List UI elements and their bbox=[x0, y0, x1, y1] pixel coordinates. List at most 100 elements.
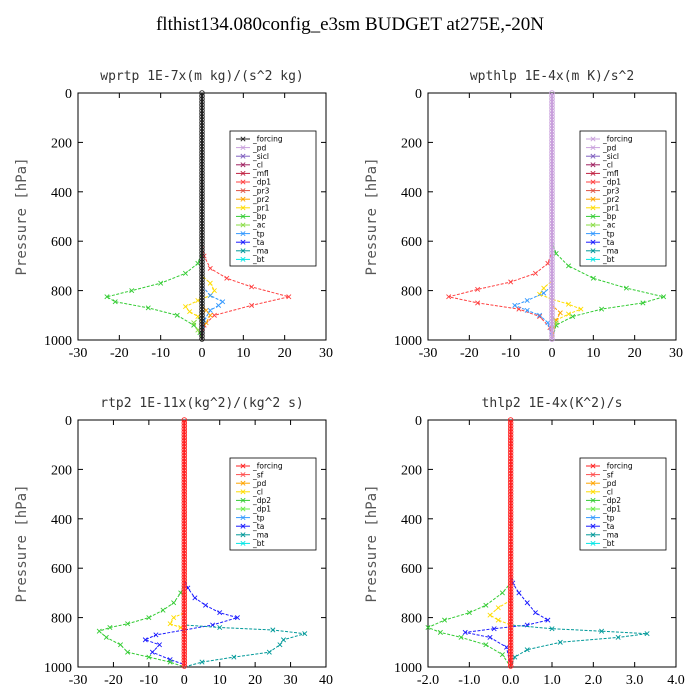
data-point bbox=[507, 660, 514, 666]
data-point bbox=[199, 119, 205, 126]
data-point bbox=[181, 526, 188, 533]
data-point bbox=[181, 518, 188, 524]
data-point bbox=[507, 526, 514, 533]
data-point bbox=[249, 284, 255, 290]
data-point bbox=[181, 574, 188, 580]
data-point bbox=[199, 300, 205, 307]
legend-item: _ma bbox=[252, 247, 269, 256]
data-point bbox=[590, 275, 596, 281]
data-point bbox=[549, 158, 555, 164]
data-point bbox=[425, 624, 431, 630]
data-point bbox=[199, 167, 205, 173]
data-point bbox=[590, 540, 596, 546]
data-point bbox=[599, 628, 605, 634]
data-point bbox=[199, 128, 205, 135]
x-tick-label: -2.0 bbox=[417, 673, 439, 688]
x-tick-label: 0 bbox=[549, 346, 556, 361]
data-point bbox=[549, 330, 555, 336]
data-point bbox=[549, 285, 555, 292]
data-point bbox=[199, 315, 205, 322]
data-point bbox=[142, 637, 148, 643]
data-point bbox=[507, 654, 514, 660]
data-point bbox=[181, 663, 188, 669]
data-point bbox=[549, 179, 555, 185]
data-point bbox=[549, 232, 555, 239]
legend-item: _dp1 bbox=[602, 505, 621, 514]
legend-item: _mfl bbox=[252, 169, 269, 178]
data-point bbox=[199, 211, 205, 218]
data-point bbox=[549, 315, 555, 322]
data-point bbox=[532, 610, 538, 616]
legend-item: _ta bbox=[602, 522, 614, 531]
data-point bbox=[507, 586, 514, 592]
data-point bbox=[199, 170, 205, 176]
data-point bbox=[549, 161, 555, 167]
data-point bbox=[181, 437, 188, 444]
legend-item: _pr3 bbox=[602, 186, 620, 195]
data-point bbox=[549, 119, 555, 126]
data-point bbox=[199, 229, 205, 236]
data-point bbox=[181, 606, 188, 613]
data-point bbox=[549, 143, 555, 150]
series-line-ma bbox=[510, 420, 648, 668]
legend-item: _mfl bbox=[602, 169, 619, 178]
data-point bbox=[277, 642, 283, 648]
data-point bbox=[590, 145, 596, 151]
data-point bbox=[549, 297, 555, 304]
data-point bbox=[549, 214, 555, 221]
data-point bbox=[240, 532, 246, 538]
data-point bbox=[507, 606, 514, 613]
data-point bbox=[507, 571, 514, 577]
y-tick-label: 200 bbox=[401, 463, 422, 478]
data-point bbox=[199, 176, 205, 182]
data-point bbox=[199, 134, 205, 141]
y-tick-label: 1000 bbox=[44, 661, 72, 676]
data-point bbox=[549, 256, 555, 262]
data-point bbox=[507, 565, 514, 571]
data-point bbox=[199, 256, 205, 262]
data-point bbox=[549, 128, 555, 135]
data-point bbox=[181, 452, 188, 459]
data-point bbox=[181, 494, 188, 500]
data-point bbox=[507, 417, 514, 423]
x-tick-label: 3.0 bbox=[626, 673, 644, 688]
data-point bbox=[199, 214, 205, 221]
data-point bbox=[181, 559, 188, 566]
data-point bbox=[549, 185, 555, 191]
y-axis-label: Pressure [hPa] bbox=[364, 484, 380, 602]
data-point bbox=[181, 535, 188, 542]
x-tick-label: -10 bbox=[151, 346, 170, 361]
data-point bbox=[590, 136, 596, 142]
legend-item: _cl bbox=[602, 488, 613, 497]
chart-panel-3: rtp2 1E-11x(kg^2)/(kg^2 s) Pressure [hPa]… bbox=[14, 396, 333, 688]
data-point bbox=[507, 609, 514, 616]
x-tick-label: 30 bbox=[669, 346, 683, 361]
data-point bbox=[549, 229, 555, 236]
data-point bbox=[160, 607, 166, 613]
data-point bbox=[507, 544, 514, 551]
data-point bbox=[217, 624, 223, 630]
data-point bbox=[549, 99, 555, 105]
data-point bbox=[590, 256, 596, 262]
data-point bbox=[181, 612, 188, 619]
data-point bbox=[199, 223, 205, 230]
y-tick-label: 1000 bbox=[394, 661, 422, 676]
data-point bbox=[240, 162, 246, 168]
data-point bbox=[549, 279, 555, 286]
data-point bbox=[199, 146, 205, 153]
data-point bbox=[125, 649, 131, 655]
data-point bbox=[181, 432, 188, 438]
data-point bbox=[499, 652, 505, 658]
data-point bbox=[181, 592, 188, 598]
data-point bbox=[507, 547, 514, 554]
data-point bbox=[199, 309, 205, 316]
data-point bbox=[524, 600, 530, 606]
data-point bbox=[549, 110, 555, 117]
data-point bbox=[549, 253, 555, 259]
data-point bbox=[199, 155, 205, 161]
data-point bbox=[181, 553, 188, 560]
data-point bbox=[158, 280, 164, 286]
data-point bbox=[203, 602, 209, 608]
data-point bbox=[181, 562, 188, 568]
data-point bbox=[475, 300, 481, 306]
